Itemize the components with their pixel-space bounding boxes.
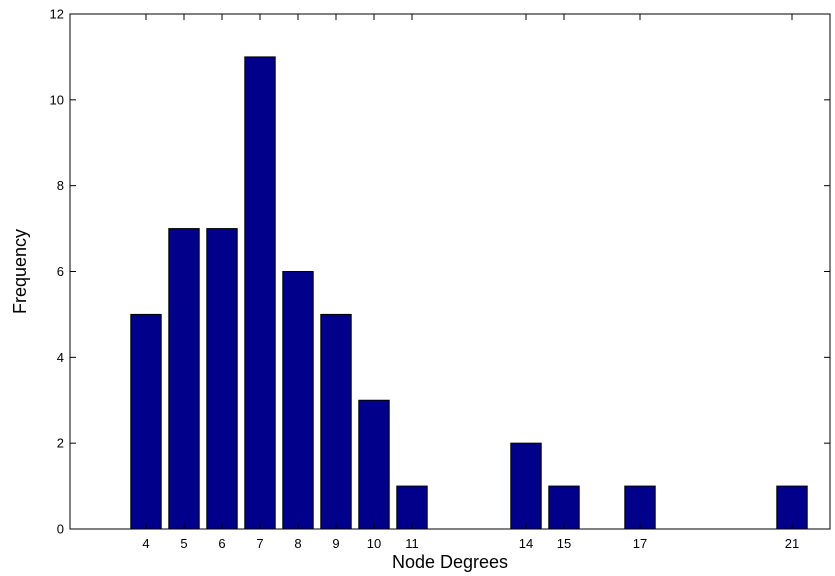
bar-degree-7 (244, 56, 276, 530)
bar-degree-14 (510, 442, 542, 530)
x-tick-label: 5 (180, 536, 187, 551)
ticks-group: 0 2 4 6 8 10 12 4 5 6 7 8 9 10 11 14 15 17 21 (50, 7, 830, 551)
bar-degree-4 (130, 313, 162, 530)
x-tick-label: 4 (142, 536, 149, 551)
x-tick-label: 9 (332, 536, 339, 551)
bar-degree-11 (396, 485, 428, 530)
bar-degree-8 (282, 271, 314, 530)
y-tick-label: 8 (57, 178, 64, 193)
x-tick-label: 8 (294, 536, 301, 551)
y-tick-label: 2 (57, 436, 64, 451)
x-tick-label: 14 (519, 536, 533, 551)
bar-degree-21 (776, 485, 808, 530)
bars-group (130, 56, 808, 530)
x-tick-label: 10 (367, 536, 381, 551)
bar-degree-6 (206, 228, 238, 530)
y-tick-label: 12 (50, 7, 64, 22)
bar-degree-10 (358, 399, 390, 530)
x-tick-label: 7 (256, 536, 263, 551)
x-tick-label: 17 (633, 536, 647, 551)
x-tick-label: 11 (405, 536, 419, 551)
bar-degree-5 (168, 228, 200, 530)
y-tick-label: 0 (57, 522, 64, 537)
y-axis-label: Frequency (10, 229, 30, 314)
x-tick-label: 21 (785, 536, 799, 551)
bar-degree-15 (548, 485, 580, 530)
y-tick-label: 10 (50, 92, 64, 107)
x-axis-label: Node Degrees (392, 552, 508, 572)
y-tick-label: 6 (57, 264, 64, 279)
x-tick-label: 15 (557, 536, 571, 551)
y-tick-label: 4 (57, 350, 64, 365)
x-tick-label: 6 (218, 536, 225, 551)
bar-degree-9 (320, 313, 352, 530)
bar-degree-17 (624, 485, 656, 530)
